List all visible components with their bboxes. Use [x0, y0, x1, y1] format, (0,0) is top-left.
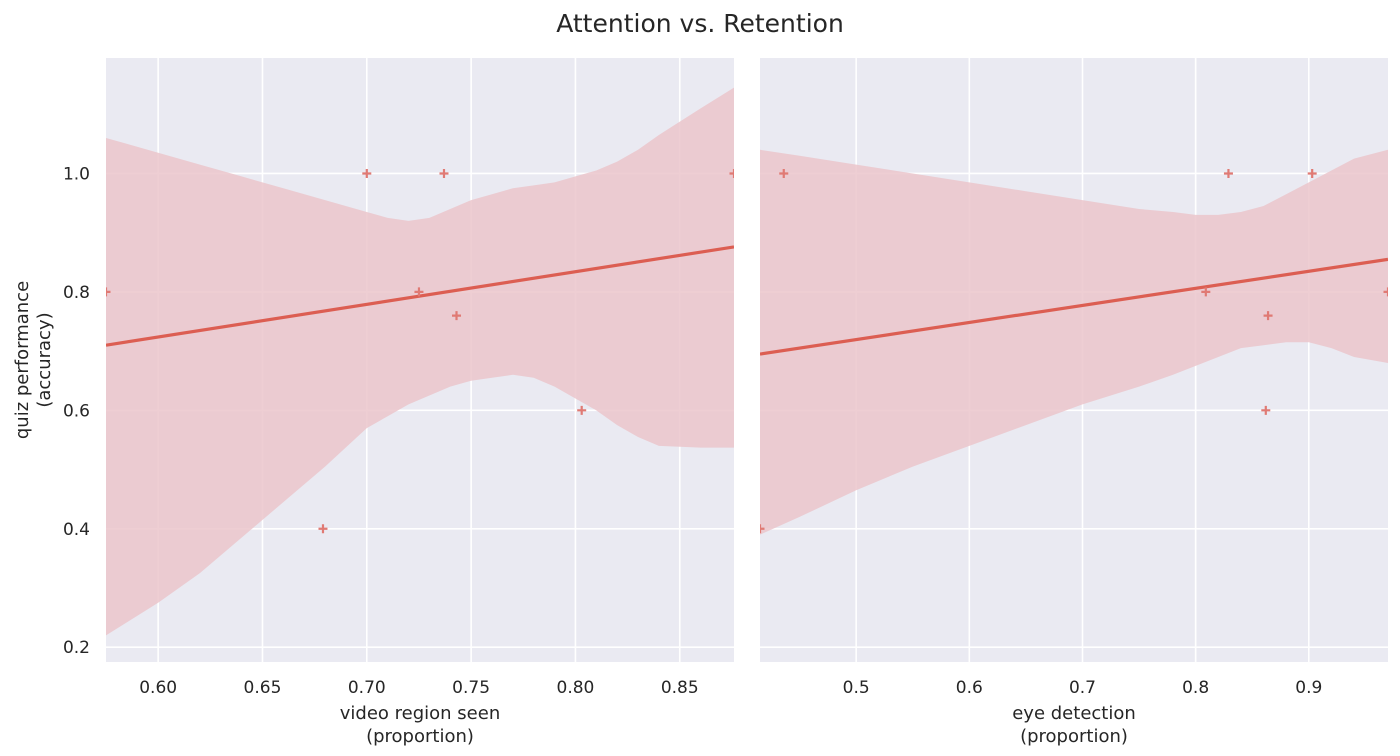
x-tick-label: 0.85	[661, 678, 699, 698]
confidence-band	[760, 149, 1388, 535]
y-tick-label: 0.6	[63, 401, 90, 421]
y-tick-label: 1.0	[63, 164, 90, 184]
right-panel: 0.5 0.6 0.7 0.8 0.9 eye detection(proportion)	[760, 58, 1388, 747]
data-point	[577, 405, 587, 415]
data-point	[1223, 168, 1233, 178]
data-point	[1261, 405, 1271, 415]
x-axis-label: eye detection	[1012, 703, 1136, 724]
x-tick-label: 0.5	[843, 678, 870, 698]
data-point	[1201, 287, 1211, 297]
x-tick-label: 0.75	[452, 678, 490, 698]
x-tick-label: 0.70	[348, 678, 386, 698]
x-axis-label: video region seen	[340, 703, 500, 724]
figure-title: Attention vs. Retention	[556, 9, 844, 38]
data-point	[439, 168, 449, 178]
x-tick-label: 0.6	[956, 678, 983, 698]
y-tick-label: 0.8	[63, 283, 90, 303]
data-point	[760, 524, 765, 534]
y-tick-label: 0.4	[63, 520, 90, 540]
data-point	[1383, 287, 1388, 297]
x-tick-label: 0.9	[1295, 678, 1322, 698]
data-point	[1307, 168, 1317, 178]
data-point	[106, 287, 111, 297]
y-tick-label: 0.2	[63, 638, 90, 658]
left-panel: 0.60 0.65 0.70 0.75 0.80 0.85 0.2 0.4 0.6 0.8 1.0 v…	[12, 58, 734, 747]
x-axis-label-unit: (proportion)	[1020, 726, 1128, 747]
x-tick-label: 0.60	[139, 678, 177, 698]
data-point	[452, 311, 462, 321]
x-tick-label: 0.8	[1182, 678, 1209, 698]
y-axis-label: quiz performance	[12, 281, 33, 439]
data-point	[318, 524, 328, 534]
regression-line	[760, 257, 1388, 356]
data-point	[779, 168, 789, 178]
data-point	[362, 168, 372, 178]
x-axis-label-unit: (proportion)	[366, 726, 474, 747]
data-point	[729, 168, 734, 178]
confidence-band	[106, 87, 734, 636]
data-point	[414, 287, 424, 297]
x-tick-label: 0.7	[1069, 678, 1096, 698]
x-tick-label: 0.80	[557, 678, 595, 698]
data-point	[1263, 311, 1273, 321]
y-axis-label-unit: (accuracy)	[34, 312, 55, 407]
x-tick-label: 0.65	[244, 678, 282, 698]
